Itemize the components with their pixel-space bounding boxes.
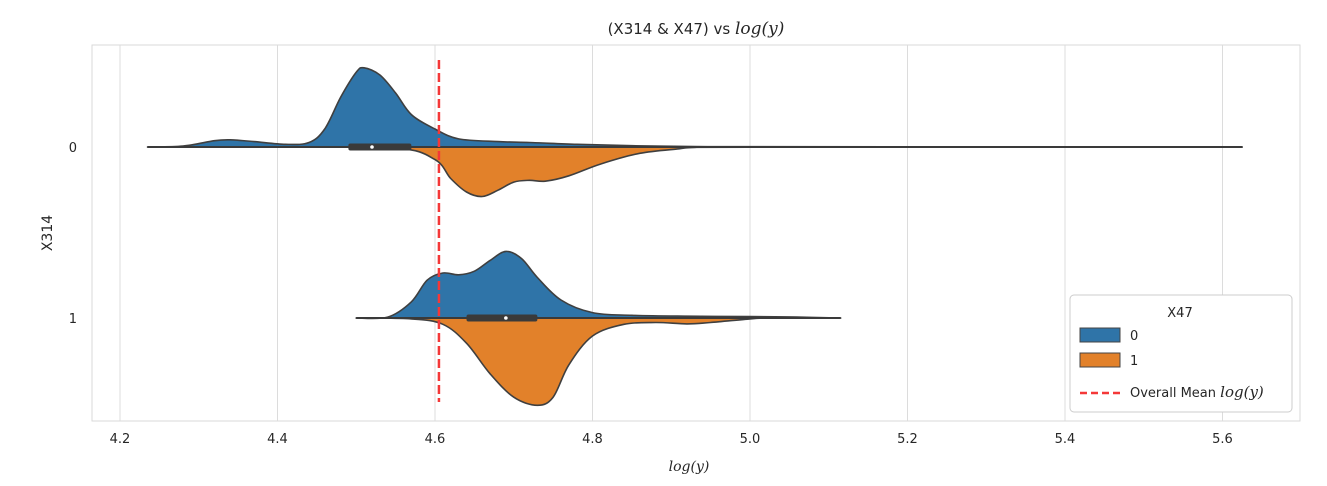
inner-box-plots: [147, 143, 1243, 322]
grid-lines: [119, 45, 1223, 421]
legend-title: X47: [1167, 306, 1192, 321]
x-tick-label-6: 5.4: [1055, 432, 1076, 447]
legend-swatch-0: [1079, 327, 1121, 343]
y-tick-label-1: 1: [69, 312, 77, 327]
legend-swatch-1: [1079, 352, 1121, 368]
legend: X47 0 1 Overall Mean log(y): [1069, 294, 1293, 413]
y-tick-label-0: 0: [69, 141, 77, 156]
box-median-1: [504, 316, 508, 320]
x-tick-label-1: 4.4: [267, 432, 288, 447]
x-tick-label-3: 4.8: [582, 432, 603, 447]
x-tick-labels: 4.2 4.4 4.6 4.8 5.0 5.2 5.4 5.6: [110, 432, 1233, 447]
y-tick-labels: 01: [69, 141, 77, 327]
chart-title: (X314 & X47) vs log(y): [608, 19, 785, 39]
x-axis-label: log(y): [669, 459, 710, 475]
x-tick-label-7: 5.6: [1212, 432, 1233, 447]
violin-x314-1-x47-1: [355, 317, 842, 407]
box-iqr-1: [466, 314, 538, 322]
x-tick-label-4: 5.0: [740, 432, 761, 447]
violin-x314-1-x47-0: [355, 250, 842, 320]
box-median-0: [370, 145, 374, 149]
legend-label-1: 1: [1130, 354, 1138, 369]
box-iqr-0: [348, 143, 412, 151]
x-tick-label-2: 4.6: [425, 432, 446, 447]
x-tick-label-0: 4.2: [110, 432, 131, 447]
x-tick-label-5: 5.2: [897, 432, 918, 447]
legend-label-0: 0: [1130, 329, 1138, 344]
legend-label-mean: Overall Mean log(y): [1130, 383, 1264, 401]
legend-frame: [1069, 294, 1293, 413]
y-axis-label: X314: [40, 215, 56, 251]
